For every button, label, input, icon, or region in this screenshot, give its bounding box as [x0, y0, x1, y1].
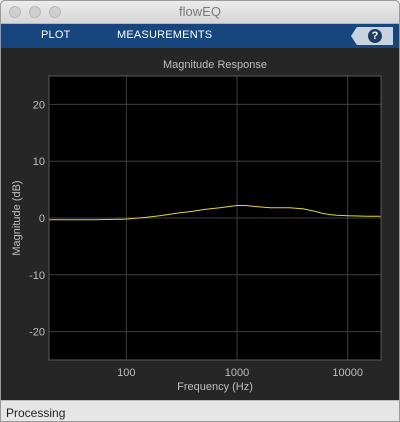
- plot-panel: Magnitude Response 100 1000 10000 -20 -10 0 10…: [1, 48, 399, 400]
- y-tick-label: 10: [33, 156, 45, 168]
- toolstrip: PLOT MEASUREMENTS ?: [1, 24, 399, 48]
- title-bar[interactable]: flowEQ: [1, 1, 399, 24]
- window-title: flowEQ: [179, 4, 221, 19]
- grid-lines: [49, 76, 381, 360]
- help-button[interactable]: ?: [351, 27, 393, 45]
- tab-plot[interactable]: PLOT: [41, 29, 71, 41]
- minimize-window-button[interactable]: [29, 6, 41, 18]
- axes-border: [48, 75, 382, 361]
- chart-title: Magnitude Response: [163, 59, 267, 71]
- y-tick-label: -10: [29, 270, 45, 282]
- y-axis-label: Magnitude (dB): [11, 180, 23, 255]
- y-tick-label: 0: [39, 213, 45, 225]
- zoom-window-button[interactable]: [49, 6, 61, 18]
- x-axis-label: Frequency (Hz): [177, 381, 253, 393]
- status-text: Processing: [6, 406, 66, 420]
- y-tick-label: -20: [29, 327, 45, 339]
- tick-labels: 100 1000 10000 -20 -10 0 10 20: [29, 99, 363, 379]
- x-tick-label: 100: [117, 367, 135, 379]
- series-line: [49, 205, 381, 221]
- close-window-button[interactable]: [9, 6, 21, 18]
- help-icon: ?: [368, 29, 382, 43]
- magnitude-response-chart[interactable]: Magnitude Response 100 1000 10000-20-10010…: [1, 48, 399, 400]
- tab-measurements[interactable]: MEASUREMENTS: [117, 29, 213, 41]
- y-tick-label: 20: [33, 99, 45, 111]
- status-bar: Processing: [1, 400, 399, 421]
- x-tick-label: 1000: [225, 367, 249, 379]
- x-tick-label: 10000: [332, 367, 363, 379]
